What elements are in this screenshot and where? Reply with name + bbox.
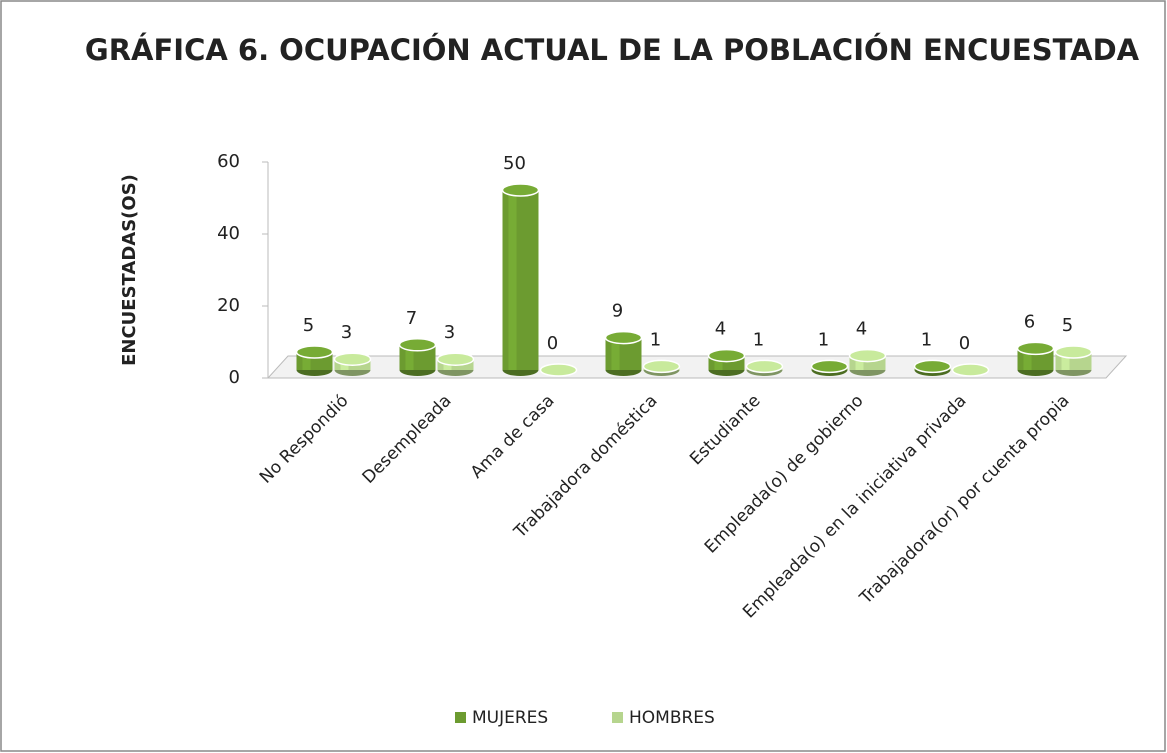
bar-top [642, 359, 681, 374]
bar-top [1016, 341, 1055, 356]
bar-top [848, 348, 887, 363]
bar [295, 345, 334, 376]
bar-top [604, 330, 643, 345]
value-label: 50 [503, 153, 526, 174]
bar [436, 352, 475, 376]
legend-swatch [612, 712, 623, 723]
value-label: 6 [1024, 311, 1035, 332]
y-tick-label: 40 [217, 223, 240, 244]
value-label: 0 [959, 333, 970, 354]
value-label: 1 [753, 329, 764, 350]
bar [707, 348, 746, 376]
value-label: 1 [818, 329, 829, 350]
bar [333, 352, 372, 376]
value-label: 4 [856, 319, 867, 340]
y-tick-label: 0 [229, 367, 240, 388]
bar [913, 359, 952, 376]
bar-highlight [1023, 348, 1032, 370]
bar-highlight [302, 352, 311, 370]
value-label: 3 [341, 322, 352, 343]
bar-highlight [1061, 352, 1070, 370]
bar [1054, 345, 1093, 376]
bar-top [398, 338, 437, 352]
bar-top [810, 359, 849, 374]
bar-top [333, 352, 372, 366]
y-axis-label: ENCUESTADAS(OS) [119, 174, 140, 366]
bar [501, 183, 540, 376]
bar-body [502, 190, 539, 370]
bar [642, 359, 681, 376]
bar [951, 363, 990, 377]
value-label: 4 [715, 319, 726, 340]
bar-highlight [714, 355, 723, 370]
value-label: 1 [921, 329, 932, 350]
bar [604, 330, 643, 376]
bar-top [913, 359, 952, 374]
bar-highlight [405, 344, 414, 370]
bar-highlight [508, 190, 517, 370]
bar-top [1054, 345, 1093, 359]
value-label: 7 [406, 308, 417, 329]
legend-label: MUJERES [472, 708, 548, 728]
floor [266, 355, 1128, 379]
value-label: 0 [547, 333, 558, 354]
bar-top [951, 363, 990, 377]
chart-title: GRÁFICA 6. OCUPACIÓN ACTUAL DE LA POBLAC… [85, 33, 1140, 67]
bar [848, 348, 887, 376]
bar-top [295, 345, 334, 359]
bar-top [745, 359, 784, 374]
legend-label: HOMBRES [629, 708, 715, 728]
bar-highlight [611, 337, 620, 370]
y-tick-label: 20 [217, 295, 240, 316]
bar [745, 359, 784, 376]
bar-top [707, 348, 746, 363]
value-label: 5 [303, 315, 314, 336]
bar-highlight [855, 355, 864, 370]
bar [539, 363, 578, 377]
bar [398, 338, 437, 376]
bar [810, 359, 849, 376]
value-label: 9 [612, 301, 623, 322]
bar-top [436, 352, 475, 366]
legend-swatch [455, 712, 466, 723]
y-tick-label: 60 [217, 151, 240, 172]
value-label: 1 [650, 329, 661, 350]
value-label: 5 [1062, 315, 1073, 336]
bar [1016, 341, 1055, 376]
value-label: 3 [444, 322, 455, 343]
bar-top [501, 183, 540, 197]
bar-top [539, 363, 578, 377]
